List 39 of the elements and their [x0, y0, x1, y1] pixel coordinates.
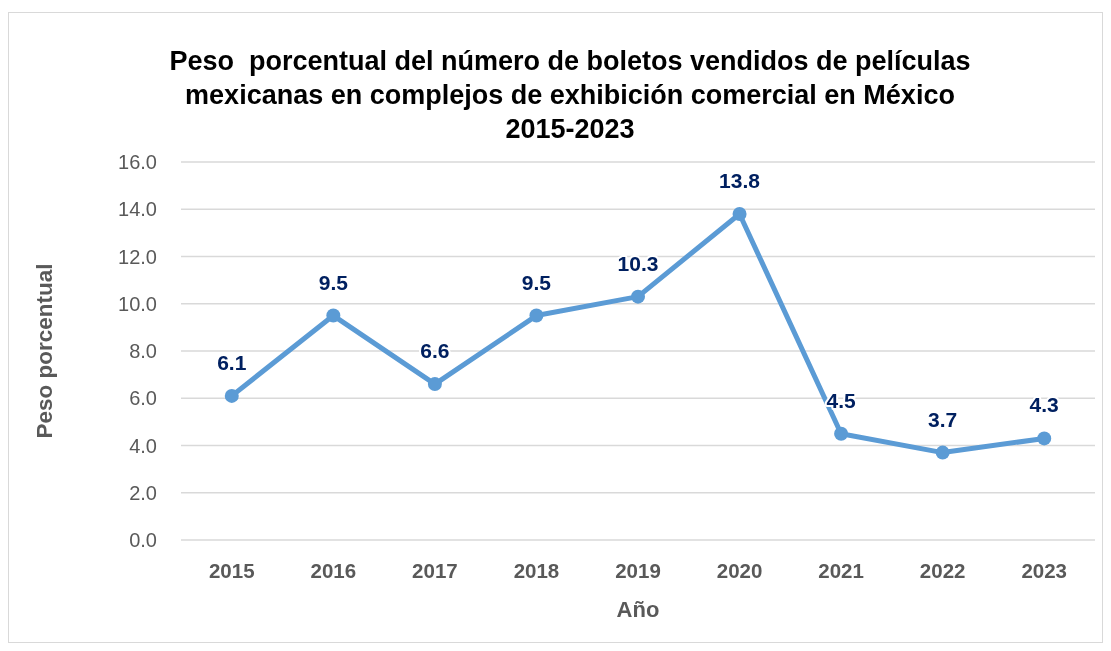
data-label: 4.3: [1029, 393, 1059, 417]
x-tick-label: 2023: [1021, 559, 1068, 582]
x-tick-label: 2021: [818, 559, 864, 582]
data-label: 9.5: [521, 270, 552, 294]
data-label: 9.5: [318, 270, 349, 294]
y-tick-label: 14.0: [118, 198, 157, 221]
y-tick-label: 16.0: [118, 151, 157, 173]
point: [224, 388, 239, 403]
y-tick-label: 4.0: [129, 434, 157, 457]
point: [1037, 431, 1052, 446]
chart-title: Peso porcentual del número de boletos vendidos de películas mexicanas en complejos de exhibición comercial en México 2015-2023: [169, 46, 971, 144]
point: [935, 445, 950, 460]
y-tick-label: 8.0: [129, 340, 157, 362]
data-label: 10.3: [617, 251, 659, 275]
y-axis-title: Peso porcentual: [32, 263, 57, 439]
y-tick-label: 12.0: [118, 245, 157, 268]
y-tick-label: 2.0: [129, 481, 157, 504]
x-tick-label: 2022: [919, 559, 966, 582]
x-tick-label: 2015: [208, 559, 255, 582]
y-tick-label: 0.0: [129, 529, 157, 551]
x-axis-title: Año: [616, 597, 660, 622]
y-tick-label: 10.0: [118, 292, 157, 315]
data-label: 4.5: [826, 388, 857, 412]
point: [631, 289, 645, 304]
data-label: 13.8: [719, 168, 761, 192]
x-tick-label: 2019: [615, 559, 661, 582]
data-label: 6.6: [420, 339, 450, 363]
y-tick-label: 6.0: [129, 387, 157, 410]
point: [732, 206, 747, 221]
data-label: 6.1: [217, 350, 247, 374]
data-label: 3.7: [928, 407, 958, 431]
point: [834, 426, 849, 441]
point: [326, 308, 341, 323]
x-tick-label: 2020: [716, 559, 763, 582]
x-tick-label: 2018: [513, 559, 560, 582]
point: [529, 308, 544, 323]
x-tick-label: 2016: [310, 559, 357, 582]
point: [427, 377, 442, 392]
x-tick-label: 2017: [412, 559, 458, 582]
